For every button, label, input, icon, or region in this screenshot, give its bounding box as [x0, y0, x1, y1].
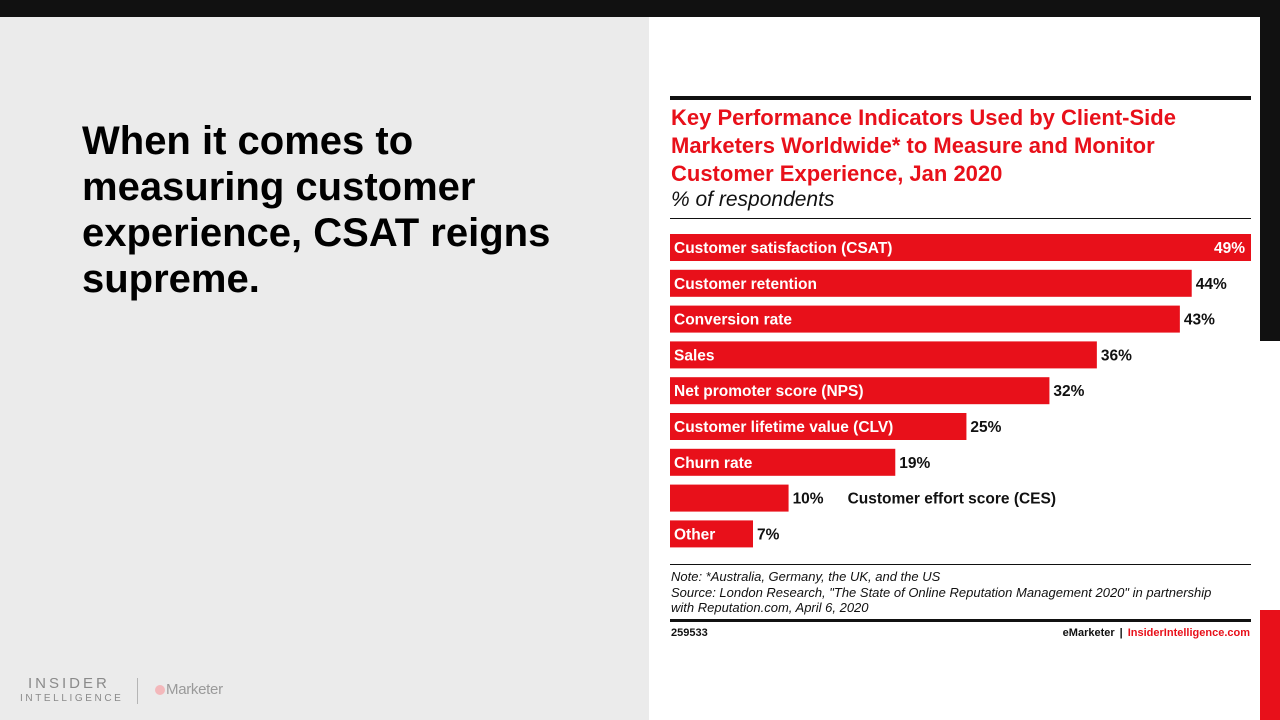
category-label-8: Other	[674, 526, 715, 543]
category-label-0: Customer satisfaction (CSAT)	[674, 240, 892, 257]
top-bar	[0, 0, 1280, 17]
brand-insider-text: INSIDER	[28, 675, 110, 692]
bar-2	[670, 305, 1180, 333]
value-label-1: 44%	[1196, 276, 1227, 293]
chart-credit: eMarketer | InsiderIntelligence.com	[1063, 627, 1250, 639]
bar-chart-svg: 49% Customer satisfaction (CSAT) 44% Custom…	[670, 234, 1251, 548]
chart-title: Key Performance Indicators Used by Clien…	[671, 105, 1176, 186]
chart-bottom-rule	[670, 619, 1251, 622]
bar-chart: 49% Customer satisfaction (CSAT) 44% Custom…	[670, 226, 1251, 556]
category-label-5: Customer lifetime value (CLV)	[674, 419, 893, 436]
bar-5	[670, 413, 967, 440]
right-edge-light	[1260, 341, 1280, 610]
category-label-7: Customer effort score (CES)	[848, 491, 1056, 508]
left-panel	[0, 17, 649, 720]
credit-separator: |	[1119, 627, 1123, 639]
category-label-3: Sales	[674, 347, 715, 364]
note-text: Note: *Australia, Germany, the UK, and t…	[671, 569, 941, 584]
value-label-8: 7%	[757, 526, 780, 543]
bar-8	[670, 520, 753, 548]
value-label-7: 10%	[793, 491, 824, 508]
right-edge-dark	[1260, 17, 1280, 341]
bar-7	[670, 484, 789, 512]
bar-4	[670, 377, 1050, 405]
credit-insider-intelligence: InsiderIntelligence.com	[1127, 627, 1250, 639]
chart-subtitle-rule	[670, 218, 1251, 219]
chart-panel	[649, 17, 1260, 720]
slide-headline: When it comes to measuring customer expe…	[82, 119, 551, 301]
value-label-6: 19%	[899, 455, 930, 472]
value-label-2: 43%	[1184, 312, 1215, 329]
source-text: Source: London Research, "The State of O…	[671, 584, 1212, 616]
chart-id: 259533	[671, 627, 708, 639]
brand-divider	[137, 678, 138, 704]
bar-0	[670, 234, 1251, 261]
brand-intelligence-text: INTELLIGENCE	[20, 693, 124, 704]
value-label-0: 49%	[1214, 240, 1245, 257]
category-label-6: Churn rate	[674, 455, 753, 472]
category-label-1: Customer retention	[674, 276, 817, 293]
category-label-4: Net promoter score (NPS)	[674, 383, 863, 400]
right-edge-accent	[1260, 610, 1280, 720]
bar-6	[670, 448, 896, 476]
chart-note: Note: *Australia, Germany, the UK, and t…	[671, 569, 1231, 616]
note-rule	[670, 564, 1251, 565]
emarketer-logo-icon	[155, 685, 165, 695]
chart-subtitle: % of respondents	[671, 188, 835, 211]
bar-1	[670, 269, 1192, 297]
brand-emarketer-text: Marketer	[166, 681, 223, 698]
chart-top-rule	[670, 96, 1251, 100]
credit-emarketer: eMarketer	[1062, 627, 1115, 639]
category-label-2: Conversion rate	[674, 312, 792, 329]
brand-footer: INSIDER INTELLIGENCE Marketer	[20, 676, 270, 710]
bar-3	[670, 341, 1097, 369]
value-label-3: 36%	[1101, 347, 1132, 364]
value-label-4: 32%	[1053, 383, 1084, 400]
value-label-5: 25%	[970, 419, 1001, 436]
